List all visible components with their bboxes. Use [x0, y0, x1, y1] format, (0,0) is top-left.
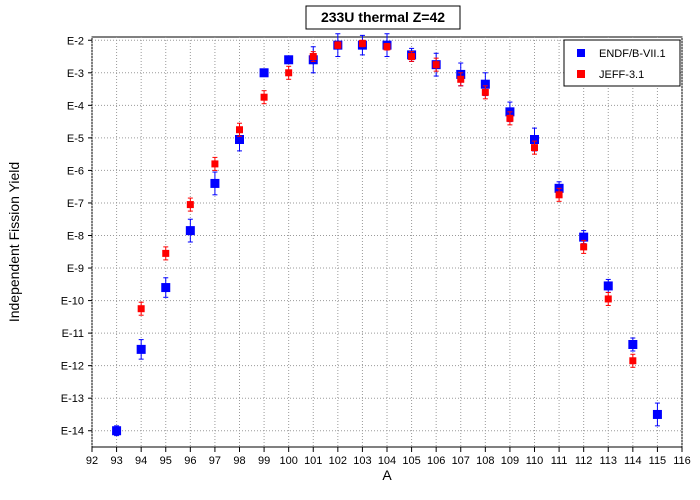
x-tick-label: 104	[378, 455, 396, 467]
data-point	[185, 226, 195, 236]
y-axis-title: Independent Fission Yield	[6, 162, 22, 322]
x-tick-label: 112	[575, 455, 593, 467]
y-tick-label: E-12	[61, 361, 84, 373]
x-tick-label: 107	[452, 455, 470, 467]
y-tick-label: E-11	[62, 328, 84, 340]
x-tick-label: 108	[476, 455, 494, 467]
data-point	[162, 249, 170, 257]
x-axis-title: A	[382, 467, 392, 483]
data-point	[530, 135, 539, 144]
x-tick-label: 115	[649, 455, 667, 467]
chart-title: 233U thermal Z=42	[321, 9, 445, 25]
y-axis-ticks: E-2 E-3 E-4 E-5 E-6 E-7 E-8 E-9 E-10 E-11 E-12 E-13…	[61, 35, 92, 438]
data-point	[480, 79, 490, 89]
legend: ENDF/B-VII.1 JEFF-3.1	[563, 39, 681, 87]
data-point	[629, 357, 637, 365]
data-point	[260, 93, 268, 101]
y-tick-label: E-13	[61, 393, 84, 405]
data-point	[408, 53, 416, 61]
x-tick-label: 114	[624, 455, 642, 467]
data-point	[604, 295, 612, 303]
data-point	[531, 144, 538, 152]
x-tick-label: 103	[353, 455, 371, 467]
data-point	[383, 43, 391, 51]
data-series	[112, 33, 662, 437]
legend-label-jeff: JEFF-3.1	[599, 69, 644, 81]
x-tick-label: 93	[110, 455, 122, 467]
data-point	[236, 126, 243, 134]
series-1	[137, 39, 637, 368]
y-tick-label: E-14	[61, 426, 84, 438]
data-point	[555, 191, 563, 199]
data-point	[211, 160, 219, 168]
x-tick-label: 102	[329, 455, 347, 467]
x-tick-label: 94	[135, 455, 147, 467]
chart-title-group: 233U thermal Z=42	[305, 5, 461, 30]
data-point	[210, 178, 220, 188]
y-tick-label: E-2	[67, 35, 84, 47]
data-point	[285, 69, 293, 77]
legend-label-endf: ENDF/B-VII.1	[599, 48, 666, 60]
x-tick-label: 113	[599, 455, 617, 467]
x-tick-label: 95	[160, 455, 172, 467]
data-point	[652, 409, 662, 419]
x-tick-label: 109	[501, 455, 519, 467]
x-tick-label: 96	[184, 455, 196, 467]
data-point	[137, 305, 145, 313]
data-point	[235, 135, 244, 144]
legend-marker-endf	[577, 49, 585, 57]
data-point	[628, 340, 638, 349]
x-tick-label: 99	[258, 455, 270, 467]
data-point	[334, 41, 342, 49]
legend-marker-jeff	[577, 70, 585, 78]
data-point	[358, 40, 366, 48]
y-tick-label: E-8	[67, 230, 84, 242]
data-point	[284, 55, 294, 65]
x-tick-label: 105	[402, 455, 420, 467]
data-point	[579, 232, 589, 242]
x-tick-label: 100	[279, 455, 297, 467]
x-tick-label: 98	[233, 455, 245, 467]
legend-frame	[563, 39, 681, 87]
data-point	[580, 243, 588, 251]
y-tick-label: E-4	[67, 100, 84, 112]
x-axis-ticks: 92 93 94 95 96 97 98 99 100 101 102 103 104 105 106 107…	[86, 447, 691, 467]
data-point	[161, 283, 171, 293]
data-point	[481, 88, 489, 96]
data-point	[506, 114, 514, 122]
x-tick-label: 97	[209, 455, 221, 467]
data-point	[432, 61, 440, 69]
data-point	[259, 68, 269, 78]
y-tick-label: E-3	[67, 68, 84, 80]
x-tick-label: 110	[526, 455, 544, 467]
y-tick-label: E-9	[67, 263, 84, 275]
data-point	[309, 53, 317, 61]
data-point	[603, 281, 613, 291]
x-tick-label: 111	[551, 455, 568, 467]
data-point	[136, 344, 146, 354]
y-tick-label: E-7	[67, 198, 84, 210]
data-point	[186, 201, 194, 209]
y-tick-label: E-6	[67, 165, 84, 177]
y-tick-label: E-10	[61, 296, 84, 308]
grid-lines	[91, 37, 683, 447]
data-point	[457, 75, 465, 83]
x-tick-label: 92	[86, 455, 98, 467]
chart-title-frame	[305, 5, 461, 30]
x-tick-label: 101	[304, 455, 322, 467]
x-tick-label: 116	[673, 455, 691, 467]
y-tick-label: E-5	[67, 133, 84, 145]
data-point	[112, 426, 122, 436]
x-tick-label: 106	[427, 455, 445, 467]
